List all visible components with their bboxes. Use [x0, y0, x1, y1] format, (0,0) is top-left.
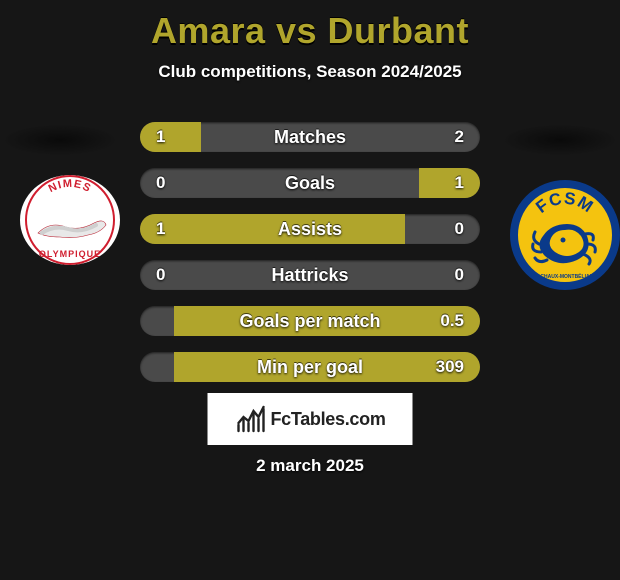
svg-text:SOCHAUX-MONTBÉLIARD: SOCHAUX-MONTBÉLIARD [533, 272, 597, 280]
club-badge-left: NIMES OLYMPIQUE [20, 175, 120, 265]
club-crest-sochaux-icon: FCSM SOCHAUX-MONTBÉLIARD [518, 188, 612, 282]
stat-row-hattricks: 00Hattricks [140, 260, 480, 290]
stat-label: Assists [140, 214, 480, 244]
footer-date: 2 march 2025 [0, 456, 620, 476]
stat-row-goals: 01Goals [140, 168, 480, 198]
svg-text:OLYMPIQUE: OLYMPIQUE [39, 249, 101, 259]
fctables-logo-icon [234, 405, 268, 433]
comparison-bars: 12Matches 01Goals 10Assists 00Hattricks 0.5G… [140, 122, 480, 398]
page-title: Amara vs Durbant [0, 0, 620, 52]
shadow-ellipse-right [505, 125, 615, 155]
subtitle: Club competitions, Season 2024/2025 [0, 62, 620, 82]
stat-label: Goals [140, 168, 480, 198]
stat-row-matches: 12Matches [140, 122, 480, 152]
shadow-ellipse-left [5, 125, 115, 155]
stat-row-goals-per-match: 0.5Goals per match [140, 306, 480, 336]
stat-label: Matches [140, 122, 480, 152]
stat-label: Goals per match [140, 306, 480, 336]
watermark: FcTables.com [208, 393, 413, 445]
stat-row-min-per-goal: 309Min per goal [140, 352, 480, 382]
stat-label: Hattricks [140, 260, 480, 290]
club-crest-nimes-icon: NIMES OLYMPIQUE [20, 175, 120, 265]
watermark-text: FcTables.com [270, 409, 385, 430]
stat-row-assists: 10Assists [140, 214, 480, 244]
club-badge-right: FCSM SOCHAUX-MONTBÉLIARD [510, 180, 620, 290]
stat-label: Min per goal [140, 352, 480, 382]
